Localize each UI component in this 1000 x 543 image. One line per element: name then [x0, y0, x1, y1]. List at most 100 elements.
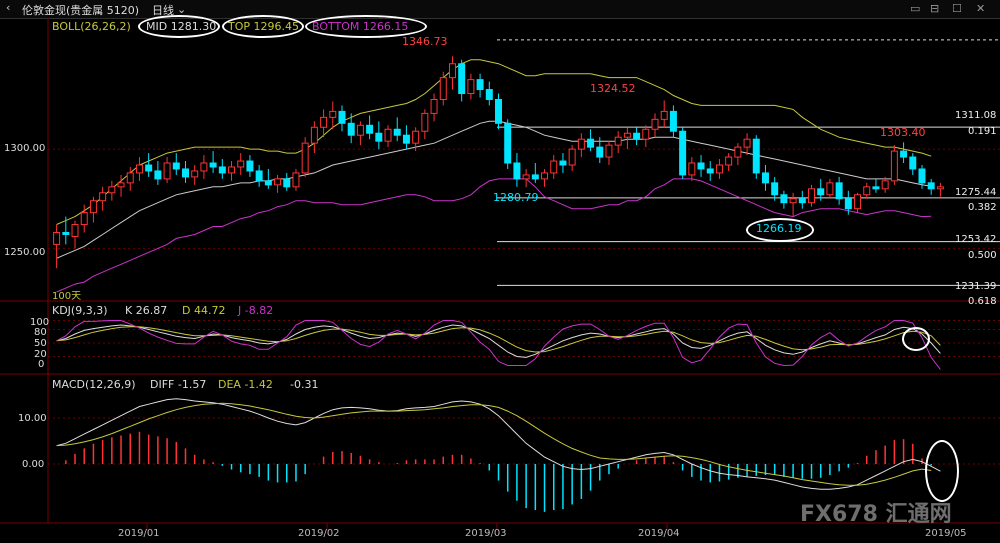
candle-body — [384, 128, 392, 142]
fib-price-3: 1253.42 — [955, 234, 997, 245]
candle-body — [771, 182, 779, 196]
candle-body — [402, 134, 410, 144]
macd-tick-0: 0.00 — [22, 459, 45, 470]
candle-body — [752, 138, 760, 174]
candle-body — [135, 164, 143, 174]
kdj-d-value: D 44.72 — [182, 304, 226, 317]
candle-body — [476, 79, 484, 91]
candle-body — [99, 192, 107, 202]
candle-body — [587, 138, 595, 148]
price-tick-1250: 1250.00 — [4, 247, 46, 258]
candle-body — [439, 77, 447, 100]
candle-body — [715, 164, 723, 174]
dropdown-icon[interactable]: ⌄ — [177, 3, 187, 16]
candle-body — [89, 200, 97, 214]
candle-body — [108, 186, 116, 194]
candle-body — [338, 110, 346, 124]
fib-price-4: 1231.39 — [955, 281, 997, 292]
kdj-k-value: K 26.87 — [125, 304, 168, 317]
candle-body — [181, 168, 189, 178]
price-tick-1300: 1300.00 — [4, 143, 46, 154]
maximize-icon[interactable]: ☐ — [952, 2, 962, 15]
date-label-feb: 2019/02 — [298, 528, 340, 539]
restore-icon[interactable]: ⊟ — [930, 2, 940, 15]
candle-body — [881, 180, 889, 190]
candle-body — [310, 126, 318, 144]
candle-body — [228, 166, 236, 174]
candle-body — [918, 168, 926, 184]
candle-body — [725, 156, 733, 166]
candle-body — [218, 166, 226, 174]
highlight-oval-bottom — [305, 15, 427, 38]
fib-price-1: 1311.08 — [955, 110, 997, 121]
macd-diff-line — [56, 398, 941, 490]
fib-ratio-4: 0.618 — [968, 296, 997, 307]
candle-body — [743, 138, 751, 148]
candle-body — [255, 170, 263, 182]
candle-body — [522, 174, 530, 180]
candle-body — [577, 138, 585, 150]
candle-body — [651, 118, 659, 130]
candle-body — [513, 162, 521, 180]
candle-body — [780, 194, 788, 204]
highlight-oval-mid — [138, 15, 220, 38]
fib-price-2: 1275.44 — [955, 187, 997, 198]
candle-body — [660, 110, 668, 120]
candle-body — [642, 128, 650, 140]
macd-tick-10: 10.00 — [18, 413, 47, 424]
date-label-apr: 2019/04 — [638, 528, 680, 539]
highlight-oval-macd — [925, 440, 959, 502]
candle-body — [605, 144, 613, 158]
candle-body — [568, 148, 576, 166]
boll-mid-line — [56, 120, 932, 259]
period-label[interactable]: 日线 — [152, 4, 174, 17]
candle-body — [145, 164, 153, 172]
candle-body — [927, 182, 935, 190]
candle-body — [458, 63, 466, 95]
candle-body — [697, 162, 705, 170]
boll-label: BOLL(26,26,2) — [52, 20, 131, 33]
kdj-tick-100: 100 — [30, 317, 50, 328]
candle-body — [863, 186, 871, 196]
candle-body — [761, 172, 769, 184]
candle-body — [264, 180, 272, 186]
candle-body — [62, 231, 70, 235]
macd-diff-value: DIFF -1.57 — [150, 378, 207, 391]
candle-body — [200, 162, 208, 172]
fib-ratio-2: 0.382 — [968, 202, 997, 213]
fib-ratio-1: 0.191 — [968, 126, 997, 137]
macd-hist-value: -0.31 — [290, 378, 319, 391]
macd-dea-line — [56, 402, 932, 486]
candle-body — [301, 142, 309, 174]
date-label-jan: 2019/01 — [118, 528, 160, 539]
window-icon[interactable]: ▭ — [910, 2, 921, 15]
candle-body — [669, 110, 677, 132]
title-bar: ‹ 伦敦金现(贵金属 5120) 日线 ⌄ ▭ ⊟ ☐ ✕ — [0, 0, 1000, 19]
candle-body — [808, 188, 816, 204]
candle-body — [485, 89, 493, 100]
candle-body — [633, 132, 641, 140]
close-icon[interactable]: ✕ — [976, 2, 986, 15]
highlight-oval-top — [222, 15, 304, 38]
volume-note: 100天 — [52, 291, 82, 302]
boll-top-line — [56, 59, 932, 225]
candle-body — [679, 130, 687, 176]
kdj-tick-20: 20 — [34, 349, 47, 360]
back-icon[interactable]: ‹ — [6, 1, 11, 14]
kdj-d-line — [56, 326, 941, 353]
candle-body — [688, 162, 696, 176]
kdj-tick-50: 50 — [34, 338, 47, 349]
candle-body — [283, 178, 291, 188]
candle-body — [53, 231, 61, 245]
candle-body — [817, 188, 825, 196]
candle-body — [789, 198, 797, 204]
annotation-high-2: 1324.52 — [590, 82, 636, 95]
date-label-mar: 2019/03 — [465, 528, 507, 539]
boll-bottom-line — [56, 178, 932, 293]
kdj-j-line — [56, 320, 941, 370]
candle-body — [274, 178, 282, 186]
candle-body — [900, 150, 908, 158]
candle-body — [495, 98, 502, 124]
candle-body — [448, 63, 456, 79]
